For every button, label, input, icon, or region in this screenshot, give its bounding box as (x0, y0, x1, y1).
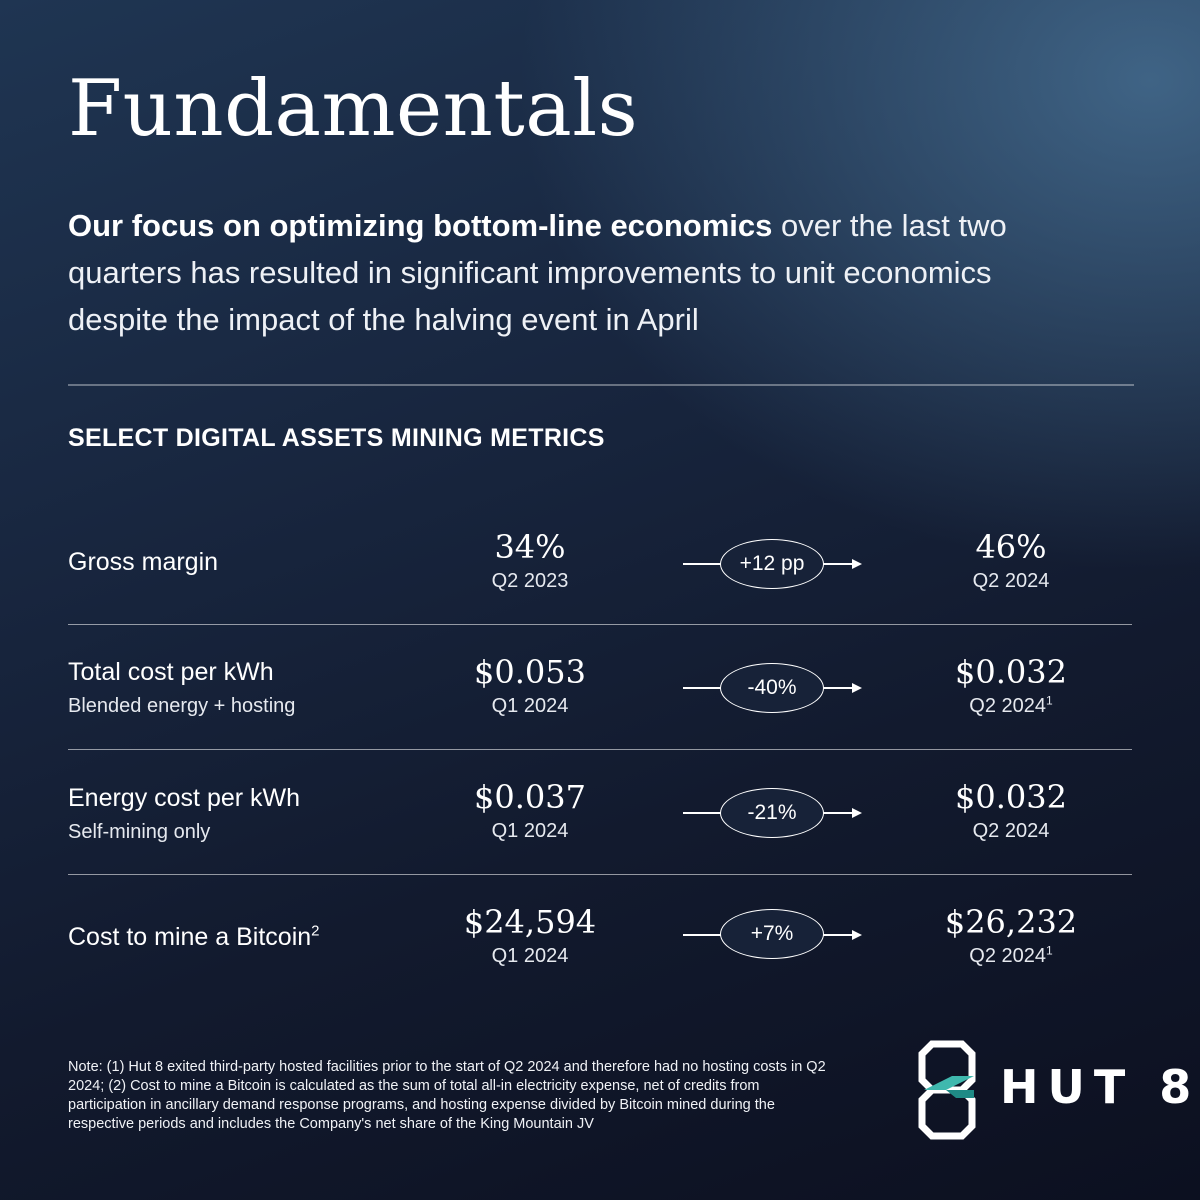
before-block: 34% Q2 2023 (380, 528, 680, 594)
arrow-head-icon (852, 808, 862, 818)
before-period: Q1 2024 (491, 820, 569, 842)
after-value: $0.032 (955, 778, 1067, 816)
logo-accent (924, 1076, 974, 1090)
hut8-logo-icon (918, 1040, 976, 1140)
row-divider (68, 749, 1132, 750)
before-block: $24,594 Q1 2024 (380, 903, 680, 969)
intro-paragraph: Our focus on optimizing bottom-line econ… (68, 202, 1088, 343)
after-period: Q2 20241 (969, 943, 1053, 967)
before-period: Q1 2024 (491, 695, 569, 717)
intro-bold: Our focus on optimizing bottom-line econ… (68, 208, 773, 243)
after-block: $0.032 Q2 20241 (861, 653, 1161, 719)
metric-sublabel: Self-mining only (68, 821, 211, 843)
after-period: Q2 2024 (972, 820, 1050, 842)
change-badge: -40% (720, 663, 824, 713)
before-value: $0.053 (474, 653, 586, 691)
after-value: $0.032 (955, 653, 1067, 691)
metric-label: Energy cost per kWh (68, 784, 301, 812)
logo-wordmark: HUT 8 (1000, 1060, 1200, 1114)
after-block: $26,232 Q2 20241 (861, 903, 1161, 969)
after-period: Q2 2024 (972, 570, 1050, 592)
metric-row-total-cost: Total cost per kWh Blended energy + host… (0, 625, 1200, 750)
before-block: $0.053 Q1 2024 (380, 653, 680, 719)
after-value: $26,232 (944, 903, 1078, 941)
change-badge: +12 pp (720, 539, 824, 589)
metric-sublabel: Blended energy + hosting (68, 695, 296, 717)
top-divider (68, 384, 1134, 386)
arrow-head-icon (852, 559, 862, 569)
metric-label: Gross margin (68, 548, 219, 576)
arrow-head-icon (852, 683, 862, 693)
intro-rest: over the last two quarters has resulted … (68, 208, 1007, 337)
before-period: Q1 2024 (491, 945, 569, 967)
change-badge: +7% (720, 909, 824, 959)
metric-label: Total cost per kWh (68, 658, 274, 686)
row-divider (68, 874, 1132, 875)
before-block: $0.037 Q1 2024 (380, 778, 680, 844)
after-block: $0.032 Q2 2024 (861, 778, 1161, 844)
footnote: Note: (1) Hut 8 exited third-party hoste… (68, 1059, 826, 1132)
metric-row-energy-cost: Energy cost per kWh Self-mining only $0.… (0, 750, 1200, 875)
after-period: Q2 20241 (969, 693, 1053, 717)
metric-row-gross-margin: Gross margin 34% Q2 2023 +12 pp 46% Q2 2… (0, 500, 1200, 625)
after-block: 46% Q2 2024 (861, 528, 1161, 594)
row-divider (68, 624, 1132, 625)
before-value: $24,594 (463, 903, 597, 941)
before-value: 34% (494, 528, 566, 566)
metric-label: Cost to mine a Bitcoin2 (68, 922, 320, 951)
after-value: 46% (975, 528, 1047, 566)
arrow-head-icon (852, 930, 862, 940)
page-title: Fundamentals (68, 64, 639, 154)
metric-row-cost-to-mine: Cost to mine a Bitcoin2 $24,594 Q1 2024 … (0, 875, 1200, 999)
before-period: Q2 2023 (491, 570, 569, 592)
change-badge: -21% (720, 788, 824, 838)
section-title: SELECT DIGITAL ASSETS MINING METRICS (68, 424, 605, 452)
before-value: $0.037 (474, 778, 586, 816)
